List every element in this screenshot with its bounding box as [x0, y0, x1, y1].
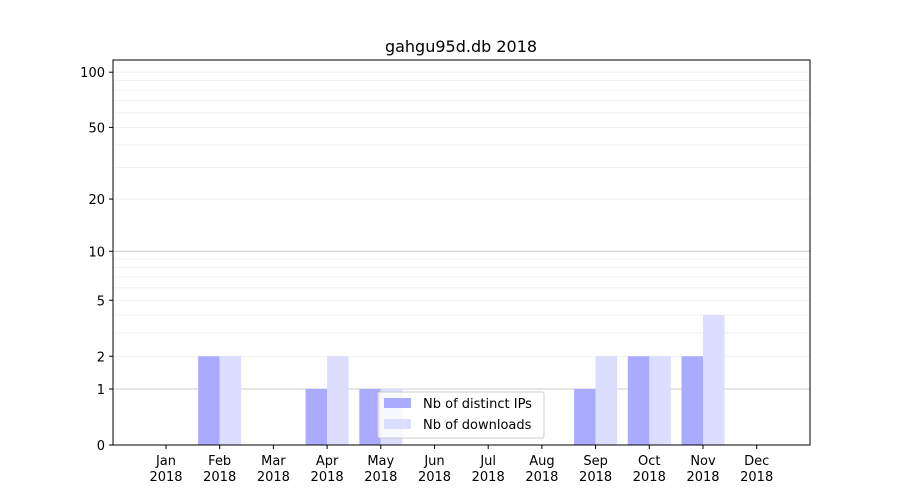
- y-tick-label: 5: [97, 294, 105, 309]
- bar-distinct-ips: [359, 389, 381, 445]
- y-tick-label: 0: [97, 439, 105, 454]
- bar-distinct-ips: [681, 356, 703, 445]
- x-tick-label: Feb 2018: [203, 454, 236, 485]
- bar-distinct-ips: [198, 356, 220, 445]
- bar-downloads: [649, 356, 671, 445]
- x-tick-label: Jul 2018: [472, 454, 505, 485]
- bar-distinct-ips: [305, 389, 328, 445]
- x-tick-label: Sep 2018: [579, 454, 612, 485]
- bar-distinct-ips: [574, 389, 596, 445]
- x-tick-label: Mar 2018: [257, 454, 290, 485]
- bar-downloads: [703, 314, 725, 445]
- bar-downloads: [219, 356, 242, 445]
- legend-label: Nb of distinct IPs: [423, 397, 532, 412]
- bar-downloads: [327, 356, 349, 445]
- legend-swatch: [384, 398, 411, 408]
- x-tick-label: Dec 2018: [740, 454, 773, 485]
- chart-title: gahgu95d.db 2018: [385, 37, 537, 56]
- x-tick-label: Aug 2018: [525, 454, 558, 485]
- y-tick-label: 1: [97, 383, 105, 398]
- y-tick-label: 20: [88, 193, 105, 208]
- x-tick-label: Apr 2018: [311, 454, 344, 485]
- legend: Nb of distinct IPs Nb of downloads: [377, 391, 545, 439]
- x-tick-label: Jun 2018: [418, 454, 451, 485]
- x-tick-label: Jan 2018: [149, 454, 182, 485]
- y-tick-label: 10: [88, 245, 105, 260]
- x-tick-label: Nov 2018: [686, 454, 719, 485]
- x-tick-label: May 2018: [364, 454, 397, 485]
- x-tick-label: Oct 2018: [633, 454, 666, 485]
- legend-swatch: [384, 419, 411, 429]
- y-tick-label: 100: [80, 66, 105, 81]
- bar-distinct-ips: [627, 356, 650, 445]
- bar-downloads: [595, 356, 618, 445]
- y-tick-label: 2: [97, 350, 105, 365]
- axes-frame: [112, 59, 811, 446]
- y-tick-label: 50: [88, 121, 105, 136]
- legend-label: Nb of downloads: [423, 418, 532, 433]
